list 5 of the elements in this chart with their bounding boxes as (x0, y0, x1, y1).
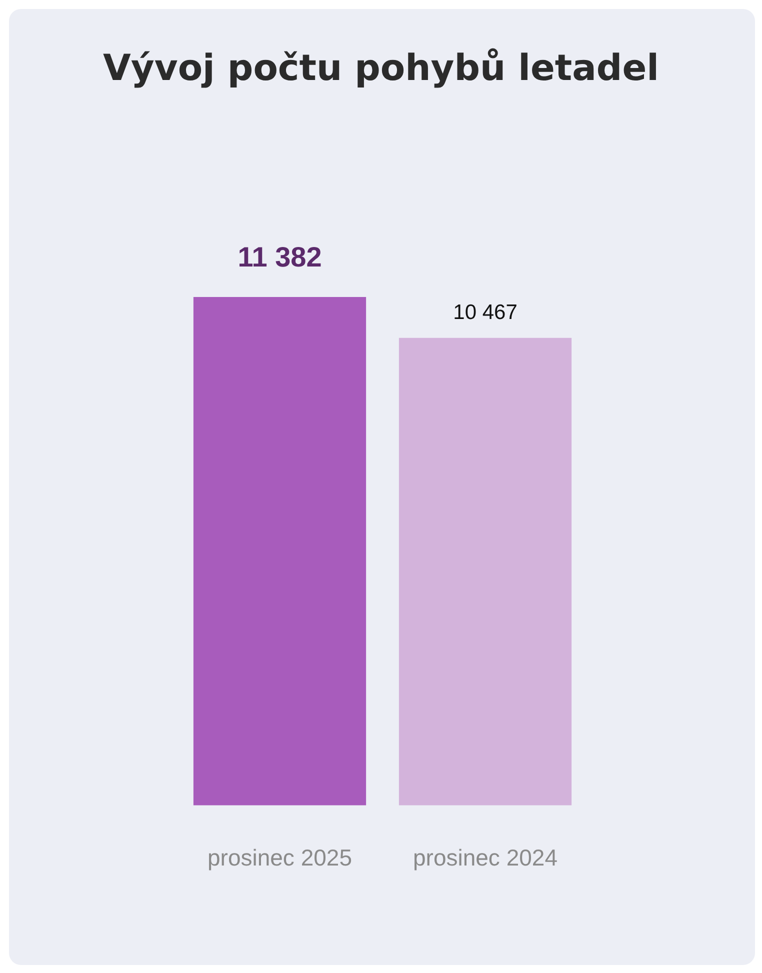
chart-title: Vývoj počtu pohybů letadel (102, 48, 660, 89)
x-tick-label: prosinec 2025 (208, 844, 352, 871)
data-label: 11 382 (238, 242, 322, 273)
data-label: 10 467 (453, 301, 518, 324)
x-tick-label: prosinec 2024 (413, 844, 558, 871)
